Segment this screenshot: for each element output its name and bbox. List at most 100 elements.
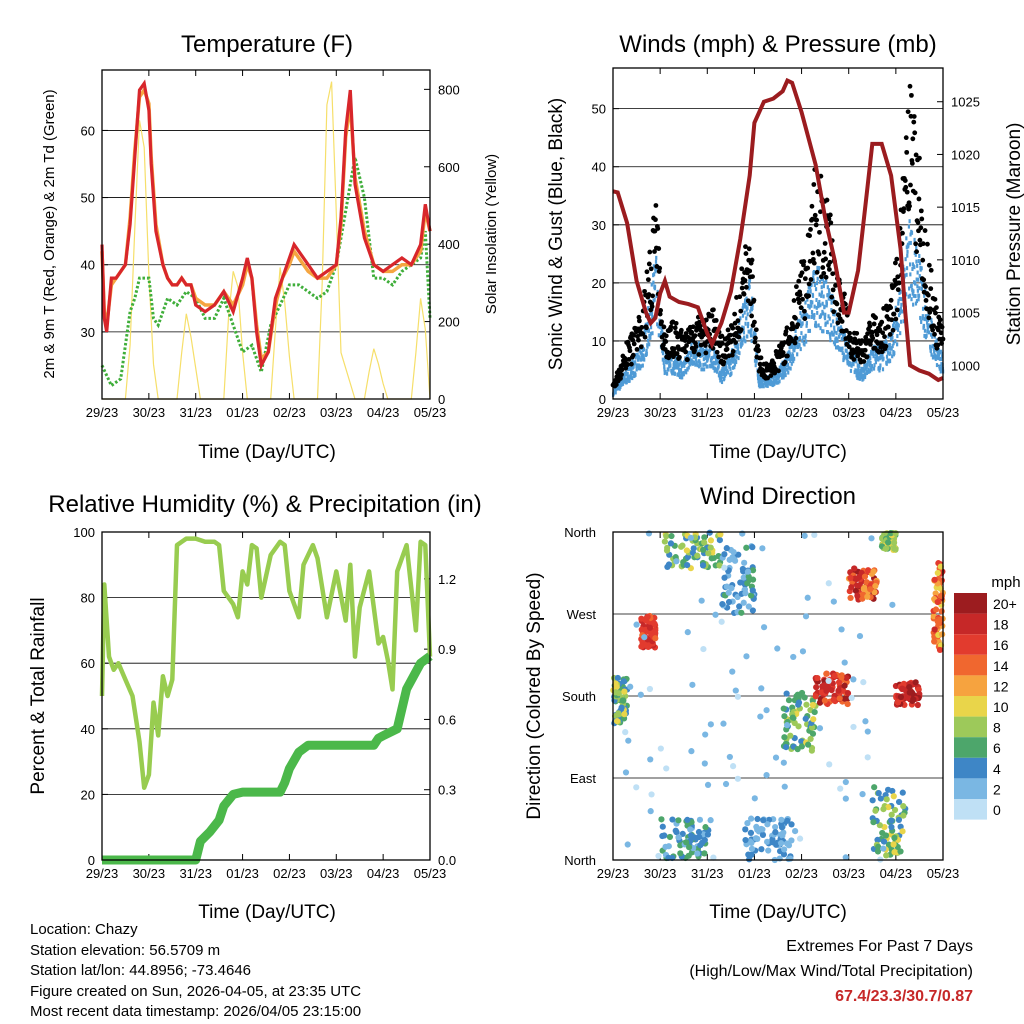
wind-point [710, 356, 713, 361]
direction-point [614, 674, 621, 682]
legend-swatch [954, 593, 987, 614]
speed-legend: 20+ 18 16 14 12 10 8 6 4 2 0 [954, 593, 1017, 820]
gust-point [674, 351, 680, 356]
wind-point [828, 316, 831, 321]
direction-point [687, 534, 694, 541]
direction-point [799, 648, 807, 655]
direction-point [872, 582, 879, 590]
direction-point [932, 606, 940, 613]
wind-point [824, 321, 827, 326]
wind-point [702, 362, 705, 367]
wind-point [729, 361, 732, 366]
wind-point [889, 336, 893, 341]
direction-point [615, 710, 622, 717]
wind-point [929, 346, 932, 351]
direction-point [662, 843, 669, 850]
direction-point [721, 574, 728, 581]
latlon-text: Station lat/lon: 44.8956; -73.4646 [30, 962, 252, 979]
gust-point [657, 311, 663, 317]
wind-point [910, 297, 913, 302]
gust-point [877, 327, 883, 332]
gust-point [893, 316, 899, 322]
direction-point [778, 840, 785, 847]
wind-point [661, 357, 664, 362]
direction-point [914, 701, 921, 709]
direction-point [752, 835, 760, 842]
direction-point [699, 562, 707, 569]
wind-point [885, 340, 888, 345]
wind-point [896, 327, 900, 332]
y-tick-label: 40 [81, 722, 95, 737]
wind-point [841, 346, 844, 351]
direction-point [865, 567, 872, 574]
direction-point [910, 696, 917, 703]
wind-point [936, 350, 939, 355]
direction-point [792, 828, 799, 835]
wind-point [905, 266, 909, 271]
wind-point [800, 314, 803, 319]
wind-point [934, 357, 937, 362]
gust-point [653, 203, 659, 208]
wind-point [821, 329, 824, 334]
direction-point [613, 718, 621, 725]
wind-point [809, 285, 812, 290]
wind-point [698, 364, 701, 369]
direction-point [860, 585, 867, 592]
direction-point [795, 723, 802, 730]
gust-point [619, 367, 625, 373]
gust-point [703, 317, 709, 323]
wind-point [712, 360, 716, 365]
direction-point [749, 567, 757, 574]
legend-label: 10 [993, 699, 1009, 715]
wind-point [803, 342, 806, 347]
direction-point [748, 815, 755, 822]
direction-point [730, 763, 737, 770]
gust-point [648, 266, 654, 272]
winds-ylabel: Sonic Wind & Gust (Blue, Black) [546, 98, 567, 370]
wind-point [737, 356, 740, 361]
x-tick-label: 02/23 [785, 405, 818, 420]
gust-point [809, 203, 815, 209]
direction-point [899, 828, 906, 835]
direction-point [875, 843, 882, 850]
direction-point [723, 545, 730, 552]
wind-point [825, 279, 828, 284]
direction-point [725, 589, 732, 596]
direction-point [699, 839, 706, 846]
gust-point [847, 330, 853, 336]
wind-point [774, 373, 777, 378]
wind-point [651, 315, 655, 320]
direction-point [934, 618, 941, 625]
wind-point [796, 352, 799, 357]
direction-point [934, 598, 941, 606]
temperature-y2label: Solar Insolation (Yellow) [483, 154, 500, 314]
direction-point [781, 713, 788, 720]
direction-title: Wind Direction [700, 483, 856, 510]
wind-point [652, 280, 655, 285]
direction-point [717, 531, 724, 538]
wind-point [833, 329, 836, 334]
gust-point [920, 257, 926, 263]
direction-point [683, 839, 690, 846]
direction-point [651, 620, 658, 628]
wind-point [749, 333, 753, 338]
direction-point [701, 539, 708, 546]
gust-point [839, 319, 845, 324]
direction-point [666, 833, 674, 841]
dewpoint-series [100, 156, 432, 388]
gust-point [937, 317, 943, 323]
direction-point [891, 834, 898, 841]
wind-point [857, 367, 860, 372]
direction-point [663, 547, 671, 554]
wind-point [926, 329, 929, 334]
humidity-ylabel: Percent & Total Rainfall [28, 597, 49, 794]
gust-point [805, 265, 811, 271]
extremes-values: 67.4/23.3/30.7/0.87 [835, 988, 973, 1005]
wind-point [737, 331, 741, 336]
direction-point [781, 783, 788, 790]
wind-point [714, 361, 717, 366]
gust-point [843, 328, 849, 333]
wind-point [892, 320, 896, 325]
wind-point [805, 339, 808, 344]
